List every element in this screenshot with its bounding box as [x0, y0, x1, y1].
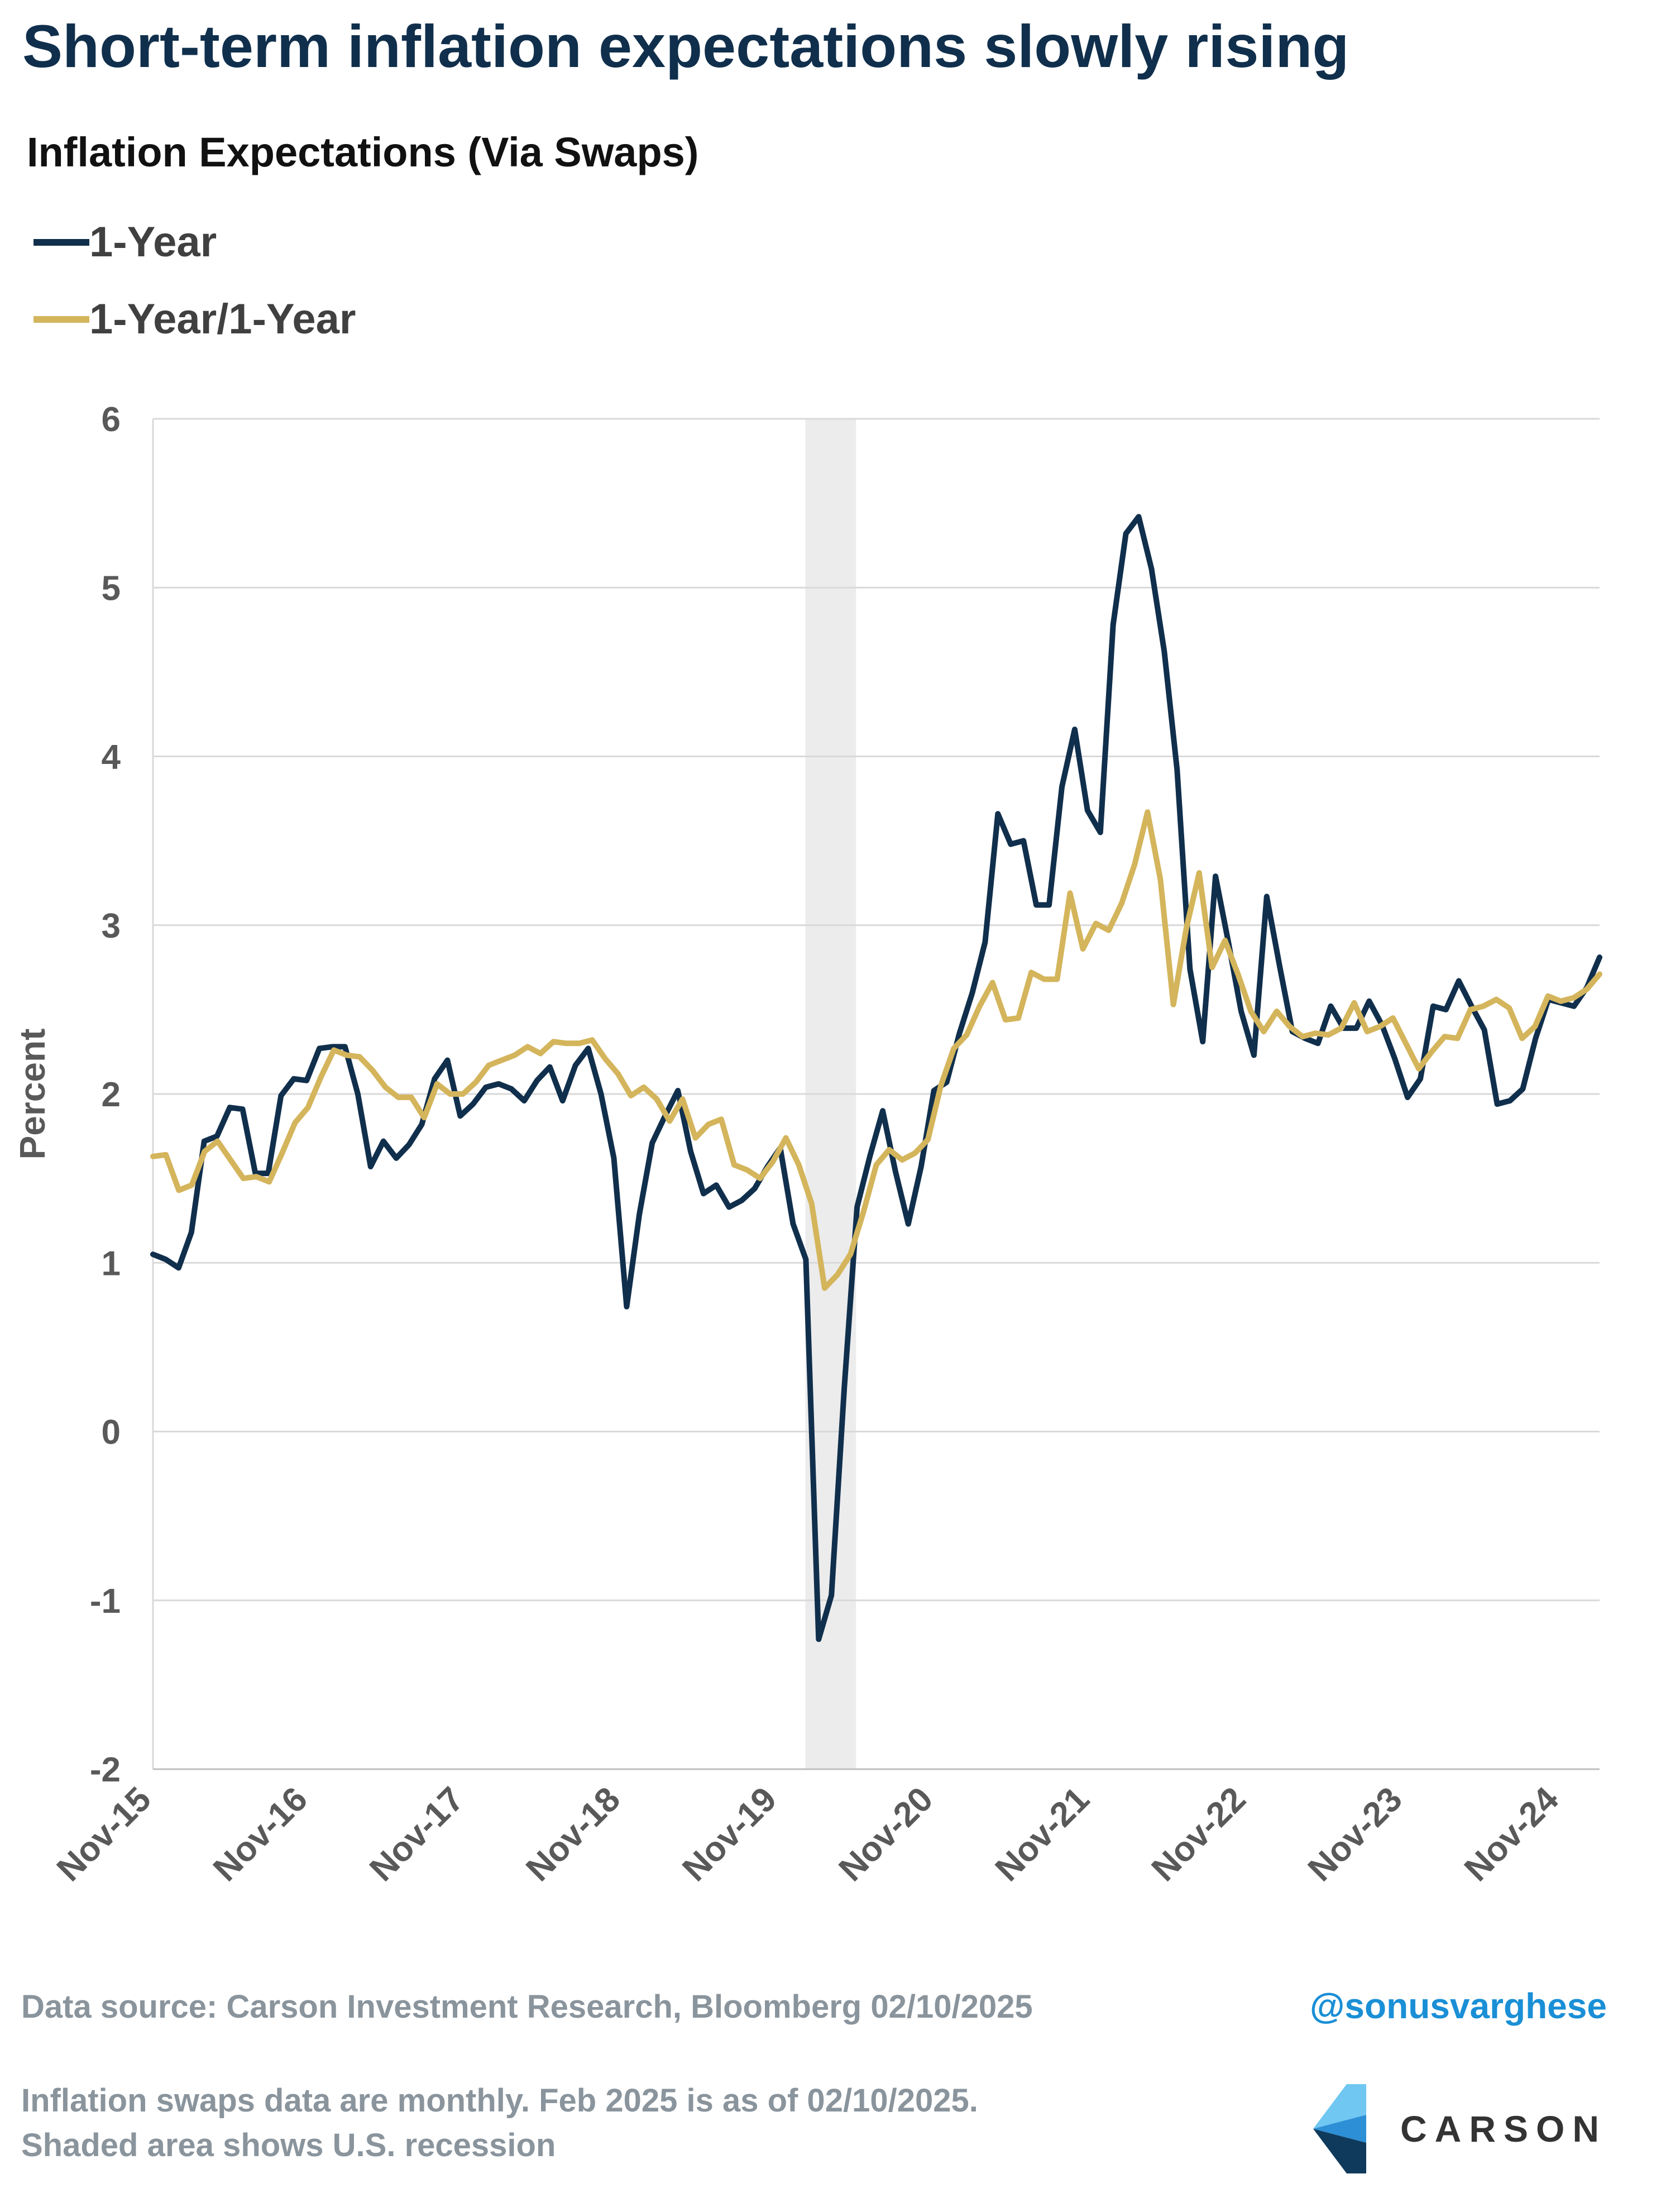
x-tick-label: Nov-21 — [988, 1780, 1097, 1889]
y-tick-label: 5 — [102, 569, 121, 608]
legend-item-1-year: 1-Year — [33, 218, 217, 266]
inflation-expectations-chart: 6 5 4 3 2 1 0 -1 -2 Percent Nov-15 Nov-16 Nov-17 Nov-… — [12, 400, 1602, 1889]
series-line-1-year — [150, 514, 1602, 1642]
legend-swatch-1-year-1-year — [33, 316, 89, 323]
legend-label-1-year: 1-Year — [89, 218, 217, 266]
y-tick-label: 3 — [102, 907, 121, 945]
x-tick-label: Nov-23 — [1301, 1780, 1410, 1889]
y-tick-label: 6 — [102, 400, 121, 439]
y-axis-title: Percent — [12, 1029, 52, 1160]
legend-label-1-year-1-year: 1-Year/1-Year — [89, 295, 356, 343]
y-tick-label: 1 — [102, 1244, 121, 1283]
chart-title: Short-term inflation expectations slowly… — [22, 12, 1349, 80]
twitter-handle-link[interactable]: @sonusvarghese — [1310, 1986, 1607, 2026]
x-tick-label: Nov-16 — [206, 1780, 315, 1889]
y-tick-label: 4 — [102, 738, 121, 777]
y-tick-label: -1 — [90, 1582, 121, 1621]
x-tick-label: Nov-18 — [519, 1780, 628, 1889]
x-tick-label: Nov-20 — [831, 1780, 940, 1889]
y-tick-label: 0 — [102, 1413, 121, 1452]
series-line-1-year-1-year — [150, 809, 1602, 1291]
chart-subtitle: Inflation Expectations (Via Swaps) — [27, 129, 699, 175]
data-source: Data source: Carson Investment Research,… — [21, 1989, 1033, 2025]
y-tick-label: 2 — [102, 1076, 121, 1114]
x-tick-label: Nov-24 — [1457, 1780, 1566, 1889]
legend-item-1-year-1-year: 1-Year/1-Year — [33, 295, 356, 343]
carson-logo-text: CARSON — [1400, 2108, 1607, 2149]
footnote-recession: Shaded area shows U.S. recession — [21, 2127, 556, 2163]
footnote-frequency: Inflation swaps data are monthly. Feb 20… — [21, 2082, 978, 2119]
x-tick-label: Nov-22 — [1145, 1780, 1253, 1889]
x-tick-label: Nov-17 — [362, 1780, 471, 1889]
x-tick-label: Nov-15 — [50, 1780, 159, 1889]
carson-logo-icon — [1313, 2084, 1366, 2173]
y-tick-label: -2 — [90, 1751, 121, 1789]
x-tick-label: Nov-19 — [675, 1780, 784, 1889]
carson-logo: CARSON — [1313, 2084, 1607, 2173]
legend-swatch-1-year — [33, 238, 89, 246]
